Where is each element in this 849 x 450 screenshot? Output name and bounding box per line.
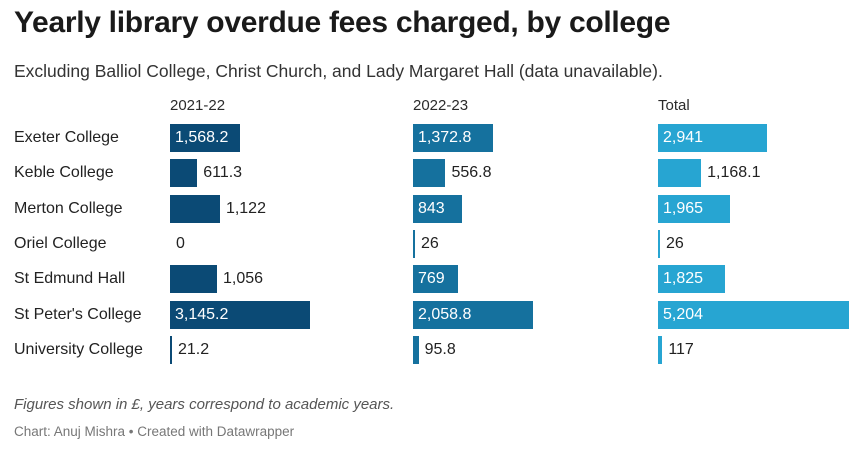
- chart-title: Yearly library overdue fees charged, by …: [14, 6, 671, 39]
- data-label-2022-23-st-edmund-hall: 769: [418, 270, 445, 288]
- bar-total-st-edmund-hall: [658, 265, 726, 294]
- row-label-keble-college: Keble College: [14, 164, 114, 182]
- data-label-total-st-edmund-hall: 1,825: [663, 270, 704, 288]
- data-label-total-merton-college: 1,965: [663, 199, 704, 217]
- data-label-2021-22-university-college: 21.2: [178, 340, 210, 358]
- bar-total-st-peter-s-college: [658, 300, 849, 329]
- row-label-oriel-college: Oriel College: [14, 234, 107, 252]
- bar-total-keble-college: [658, 159, 702, 188]
- column-header-2022-23: 2022-23: [413, 97, 469, 114]
- bar-total-university-college: [658, 335, 663, 364]
- row-label-st-peter-s-college: St Peter's College: [14, 305, 142, 323]
- data-label-2022-23-exeter-college: 1,372.8: [418, 129, 472, 146]
- bar-2022-23-st-edmund-hall: [413, 265, 458, 294]
- data-label-2022-23-merton-college: 843: [418, 199, 445, 217]
- data-label-2022-23-oriel-college: 26: [421, 234, 439, 252]
- bar-2022-23-oriel-college: [413, 229, 415, 258]
- bar-2021-22-merton-college: [170, 194, 220, 223]
- bar-2021-22-university-college: [170, 335, 172, 364]
- column-header-2021-22: 2021-22: [170, 97, 226, 114]
- data-label-2021-22-st-peter-s-college: 3,145.2: [175, 305, 229, 323]
- bar-2021-22-st-edmund-hall: [170, 265, 217, 294]
- bar-total-exeter-college: [658, 124, 767, 152]
- bar-2022-23-keble-college: [413, 159, 446, 188]
- data-label-total-exeter-college: 2,941: [663, 129, 704, 146]
- bar-2022-23-merton-college: [413, 194, 463, 223]
- data-label-2021-22-oriel-college: 0: [176, 234, 185, 252]
- data-label-total-university-college: 117: [668, 340, 694, 358]
- row-label-st-edmund-hall: St Edmund Hall: [14, 270, 126, 288]
- column-header-total: Total: [658, 97, 690, 114]
- chart-note: Figures shown in £, years correspond to …: [14, 396, 395, 413]
- bar-2022-23-st-peter-s-college: [413, 300, 533, 329]
- data-label-total-keble-college: 1,168.1: [707, 164, 761, 182]
- bar-2021-22-keble-college: [170, 159, 198, 188]
- bar-total-merton-college: [658, 194, 731, 223]
- bar-2021-22-st-peter-s-college: [170, 300, 310, 329]
- bar-total-oriel-college: [658, 229, 660, 258]
- row-label-university-college: University College: [14, 340, 143, 358]
- chart-subtitle: Excluding Balliol College, Christ Church…: [14, 61, 663, 81]
- data-label-2022-23-st-peter-s-college: 2,058.8: [418, 305, 472, 323]
- row-label-exeter-college: Exeter College: [14, 129, 119, 146]
- data-label-2022-23-university-college: 95.8: [424, 340, 456, 358]
- row-label-merton-college: Merton College: [14, 199, 123, 217]
- data-label-2021-22-st-edmund-hall: 1,056: [223, 270, 264, 288]
- data-label-2021-22-keble-college: 611.3: [203, 164, 243, 182]
- chart-credit: Chart: Anuj Mishra • Created with Datawr…: [14, 424, 295, 439]
- bar-2022-23-exeter-college: [413, 124, 493, 152]
- bar-2021-22-exeter-college: [170, 124, 240, 152]
- data-label-total-oriel-college: 26: [666, 234, 684, 252]
- data-label-2021-22-merton-college: 1,122: [225, 199, 266, 217]
- bar-2022-23-university-college: [413, 335, 419, 364]
- data-label-2021-22-exeter-college: 1,568.2: [175, 129, 229, 146]
- data-label-2022-23-keble-college: 556.8: [451, 164, 492, 182]
- data-label-total-st-peter-s-college: 5,204: [663, 305, 704, 323]
- bar-chart: Exeter College Keble College Merton Colleg…: [0, 95, 849, 375]
